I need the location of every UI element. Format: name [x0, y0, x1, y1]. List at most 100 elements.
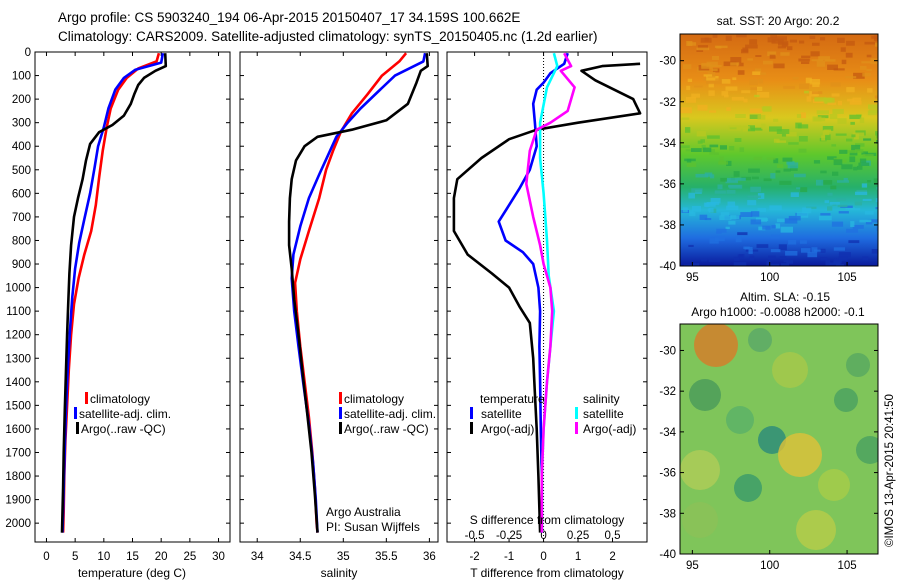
- sst-patch: [864, 211, 874, 215]
- legend-swatch-climatology: [339, 392, 342, 404]
- sst-patch: [784, 131, 797, 137]
- sst-patch: [871, 249, 878, 254]
- sst-patch: [841, 164, 853, 170]
- sst-patch: [827, 192, 833, 197]
- sst-patch: [694, 85, 703, 88]
- y-tick-label: 1800: [5, 471, 31, 483]
- sst-patch: [813, 117, 826, 122]
- sst-patch: [704, 172, 713, 177]
- sst-patch: [820, 257, 828, 261]
- y-tick-label: 1000: [5, 283, 31, 295]
- sst-patch: [754, 68, 762, 72]
- sst-patch: [838, 211, 849, 214]
- legend-label-argo-t: Argo(-adj): [481, 422, 534, 436]
- legend-swatch-satellite: [74, 407, 77, 419]
- sst-patch: [682, 207, 688, 213]
- sst-patch: [847, 98, 855, 102]
- sst-patch: [857, 165, 863, 170]
- legend-swatch-argo: [76, 422, 79, 434]
- sst-patch: [747, 58, 753, 61]
- sst-patch: [780, 263, 789, 266]
- sst-patch: [719, 145, 727, 150]
- sst-patch: [781, 133, 787, 137]
- sst-patch: [732, 77, 737, 81]
- sst-patch: [750, 127, 763, 131]
- sst-patch: [853, 166, 858, 171]
- sst-patch: [825, 134, 831, 141]
- top-x-tick-label: 0: [540, 530, 546, 542]
- sst-patch: [798, 136, 808, 142]
- legend-swatch-satellite: [339, 407, 342, 419]
- sst-patch: [728, 185, 741, 188]
- sst-patch: [691, 188, 703, 193]
- sst-patch: [876, 139, 878, 144]
- legend-title-temperature: temperature: [480, 392, 545, 406]
- sst-patch: [755, 218, 769, 221]
- sst-patch: [733, 256, 740, 261]
- sst-patch: [833, 68, 845, 71]
- sst-patch: [721, 79, 731, 84]
- sst-patch: [680, 107, 692, 114]
- sst-patch: [790, 192, 799, 197]
- map-y-tick-label: -32: [659, 386, 676, 398]
- sst-patch: [861, 151, 868, 155]
- map-y-tick-label: -40: [659, 549, 676, 561]
- x-tick-label: 0: [540, 551, 546, 563]
- sst-patch: [709, 208, 714, 213]
- sst-patch: [846, 40, 855, 46]
- sst-patch: [822, 126, 834, 131]
- sst-patch: [701, 259, 707, 262]
- sst-patch: [818, 56, 830, 61]
- sst-patch: [877, 85, 878, 91]
- sst-patch: [726, 160, 732, 166]
- sst-patch: [773, 63, 785, 69]
- sst-patch: [796, 187, 801, 190]
- y-tick-label: 100: [12, 71, 31, 83]
- sst-patch: [714, 235, 725, 242]
- legend-swatch-argo-s: [575, 422, 578, 434]
- sla-blob: [818, 469, 850, 501]
- sst-patch: [855, 191, 868, 196]
- sst-patch: [832, 108, 844, 114]
- sst-patch: [775, 36, 787, 41]
- sst-patch: [729, 146, 735, 151]
- sst-patch: [719, 156, 724, 163]
- legend-label-satellite: satellite-adj. clim.: [79, 407, 171, 421]
- sst-patch: [711, 68, 718, 72]
- map-y-tick-label: -34: [659, 138, 676, 150]
- sst-patch: [833, 258, 842, 264]
- sla-map-subtitle: Argo h1000: -0.0088 h2000: -0.1: [691, 305, 865, 319]
- sst-patch: [724, 95, 729, 98]
- sst-patch: [720, 212, 730, 217]
- sst-patch: [748, 249, 753, 254]
- series-line-argo-salinity: [524, 52, 576, 533]
- map-y-tick-label: -36: [659, 468, 676, 480]
- sst-patch: [707, 135, 720, 139]
- sst-patch: [859, 117, 865, 124]
- sst-patch: [814, 97, 826, 102]
- x-tick-label: 2: [609, 551, 615, 563]
- sst-patch: [830, 82, 841, 87]
- map-x-tick-label: 105: [837, 560, 856, 572]
- sst-patch: [799, 83, 809, 89]
- sla-blob: [846, 353, 870, 377]
- sst-patch: [866, 69, 873, 71]
- sst-patch: [691, 93, 700, 98]
- x-tick-label: 25: [183, 551, 196, 563]
- sst-patch: [831, 144, 837, 147]
- sst-patch: [731, 96, 744, 101]
- sst-patch: [721, 91, 729, 96]
- sst-patch: [837, 100, 842, 106]
- sst-patch: [822, 129, 830, 136]
- x-tick-label: 35: [337, 551, 350, 563]
- sst-patch: [839, 149, 848, 154]
- sst-map-texture: [680, 34, 878, 266]
- sst-patch: [691, 148, 702, 152]
- sst-patch: [699, 214, 708, 220]
- y-tick-label: 600: [12, 188, 31, 200]
- sst-patch: [876, 226, 878, 231]
- sst-patch: [726, 205, 739, 211]
- sst-patch: [697, 45, 708, 50]
- sst-patch: [837, 180, 850, 183]
- sst-patch: [867, 110, 877, 116]
